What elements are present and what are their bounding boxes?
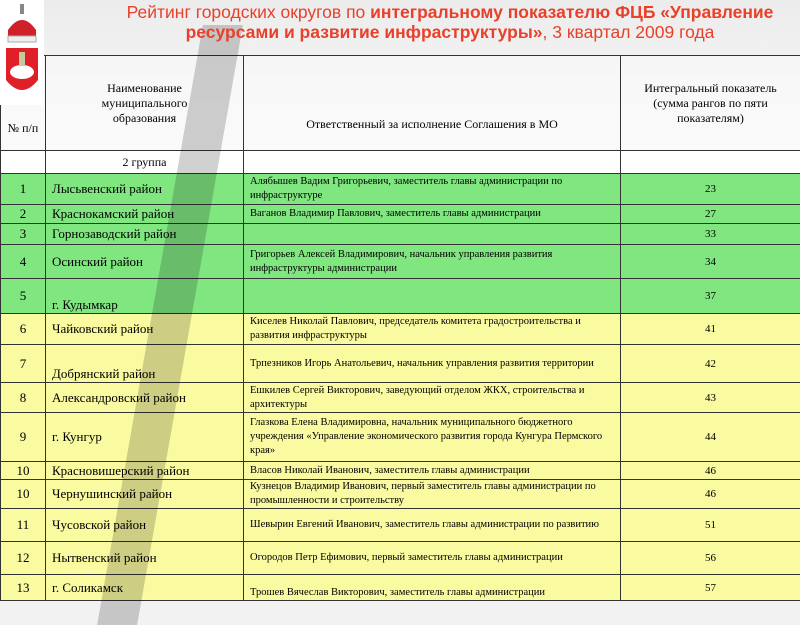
district-name: Добрянский район xyxy=(46,345,244,383)
table-header: № п/п Наименование муниципального образо… xyxy=(1,56,800,151)
district-name: Александровский район xyxy=(46,383,244,413)
responsible-person xyxy=(244,279,621,314)
integral-value: 33 xyxy=(621,224,800,245)
integral-value: 57 xyxy=(621,575,800,601)
district-name: Чайковский район xyxy=(46,314,244,345)
responsible-person: Киселев Николай Павлович, председатель к… xyxy=(244,314,621,345)
integral-value: 44 xyxy=(621,413,800,462)
district-name: Красновишерский район xyxy=(46,462,244,480)
integral-value: 23 xyxy=(621,174,800,205)
responsible-person: Трошев Вячеслав Викторович, заместитель … xyxy=(244,575,621,601)
integral-value: 37 xyxy=(621,279,800,314)
responsible-person: Власов Николай Иванович, заместитель гла… xyxy=(244,462,621,480)
district-name: Чусовской район xyxy=(46,509,244,542)
responsible-person: Кузнецов Владимир Иванович, первый замес… xyxy=(244,480,621,509)
responsible-person: Алябышев Вадим Григорьевич, заместитель … xyxy=(244,174,621,205)
district-name: Чернушинский район xyxy=(46,480,244,509)
integral-value: 27 xyxy=(621,205,800,224)
integral-value: 46 xyxy=(621,480,800,509)
page-title: Рейтинг городских округов по интегрально… xyxy=(90,2,800,42)
district-name: Осинский район xyxy=(46,245,244,279)
integral-value: 42 xyxy=(621,345,800,383)
district-name: г. Кунгур xyxy=(46,413,244,462)
row-number: 2 xyxy=(1,205,46,224)
responsible-person: Глазкова Елена Владимировна, начальник м… xyxy=(244,413,621,462)
integral-value: 56 xyxy=(621,542,800,575)
header-responsible: Ответственный за исполнение Соглашения в… xyxy=(244,56,621,151)
responsible-person: Григорьев Алексей Владимирович, начальни… xyxy=(244,245,621,279)
row-number: 5 xyxy=(1,279,46,314)
header-value: Интегральный показатель (сумма рангов по… xyxy=(621,56,800,151)
district-name: г. Кудымкар xyxy=(46,279,244,314)
row-number: 3 xyxy=(1,224,46,245)
responsible-person: Огородов Петр Ефимович, первый заместите… xyxy=(244,542,621,575)
rating-table: № п/п Наименование муниципального образо… xyxy=(0,55,800,601)
integral-value: 51 xyxy=(621,509,800,542)
responsible-person: Ешкилев Сергей Викторович, заведующий от… xyxy=(244,383,621,413)
row-number: 10 xyxy=(1,462,46,480)
row-number: 7 xyxy=(1,345,46,383)
row-number: 8 xyxy=(1,383,46,413)
row-number: 13 xyxy=(1,575,46,601)
row-number: 4 xyxy=(1,245,46,279)
district-name: Лысьвенский район xyxy=(46,174,244,205)
responsible-person: Трпезников Игорь Анатольевич, начальник … xyxy=(244,345,621,383)
row-number: 6 xyxy=(1,314,46,345)
group-row: 2 группа xyxy=(1,151,800,174)
group-label: 2 группа xyxy=(46,151,244,174)
responsible-person: Шевырин Евгений Иванович, заместитель гл… xyxy=(244,509,621,542)
header-name: Наименование муниципального образования xyxy=(46,56,244,151)
integral-value: 41 xyxy=(621,314,800,345)
row-number: 1 xyxy=(1,174,46,205)
district-name: Нытвенский район xyxy=(46,542,244,575)
integral-value: 43 xyxy=(621,383,800,413)
district-name: г. Соликамск xyxy=(46,575,244,601)
integral-value: 46 xyxy=(621,462,800,480)
district-name: Горнозаводский район xyxy=(46,224,244,245)
perm-krai-emblem-icon xyxy=(0,0,44,105)
row-number: 9 xyxy=(1,413,46,462)
row-number: 10 xyxy=(1,480,46,509)
responsible-person xyxy=(244,224,621,245)
row-number: 11 xyxy=(1,509,46,542)
district-name: Краснокамский район xyxy=(46,205,244,224)
row-number: 12 xyxy=(1,542,46,575)
integral-value: 34 xyxy=(621,245,800,279)
responsible-person: Ваганов Владимир Павлович, заместитель г… xyxy=(244,205,621,224)
